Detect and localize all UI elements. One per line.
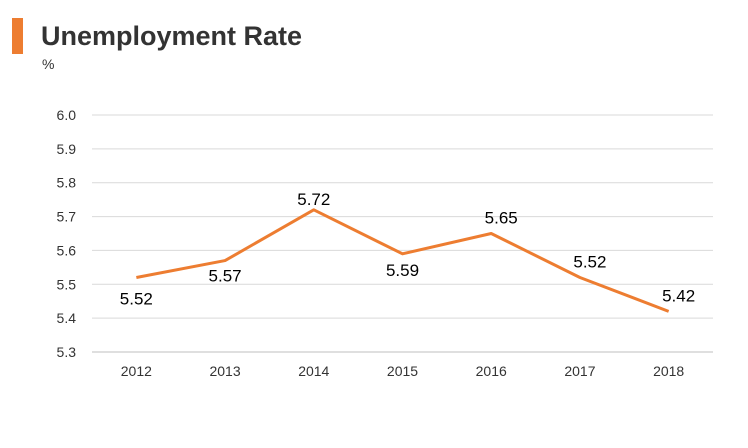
y-tick-label: 5.9 bbox=[57, 141, 77, 157]
series-line bbox=[136, 208, 670, 313]
y-tick-label: 5.6 bbox=[57, 242, 77, 258]
data-label: 5.72 bbox=[297, 190, 330, 209]
x-tick-label: 2013 bbox=[209, 363, 240, 379]
data-label: 5.59 bbox=[386, 261, 419, 280]
data-label: 5.65 bbox=[485, 209, 518, 228]
x-tick-label: 2015 bbox=[387, 363, 418, 379]
y-tick-label: 6.0 bbox=[57, 107, 77, 123]
data-label: 5.57 bbox=[209, 267, 242, 286]
x-tick-label: 2014 bbox=[298, 363, 329, 379]
series-layer bbox=[136, 208, 670, 313]
y-tick-label: 5.8 bbox=[57, 175, 77, 191]
x-tick-label: 2016 bbox=[476, 363, 507, 379]
y-tick-label: 5.4 bbox=[57, 310, 77, 326]
data-label: 5.52 bbox=[120, 290, 153, 309]
data-labels: 5.52 5.57 5.72 5.59 5.65 5.52 5.42 bbox=[120, 190, 695, 309]
x-axis-ticks: 2012 2013 2014 2015 2016 2017 2018 bbox=[121, 363, 685, 379]
y-tick-label: 5.3 bbox=[57, 344, 77, 360]
x-tick-label: 2012 bbox=[121, 363, 152, 379]
y-axis-ticks: 5.3 5.4 5.5 5.6 5.7 5.8 5.9 6.0 bbox=[57, 107, 77, 360]
title-accent-bar bbox=[12, 18, 23, 54]
y-unit-label: % bbox=[42, 56, 55, 72]
x-tick-label: 2017 bbox=[564, 363, 595, 379]
x-tick-label: 2018 bbox=[653, 363, 684, 379]
data-label: 5.42 bbox=[662, 286, 695, 305]
y-tick-label: 5.7 bbox=[57, 209, 77, 225]
y-tick-label: 5.5 bbox=[57, 276, 77, 292]
chart-title: Unemployment Rate bbox=[41, 21, 303, 51]
gridlines bbox=[92, 114, 713, 353]
data-label: 5.52 bbox=[573, 253, 606, 272]
